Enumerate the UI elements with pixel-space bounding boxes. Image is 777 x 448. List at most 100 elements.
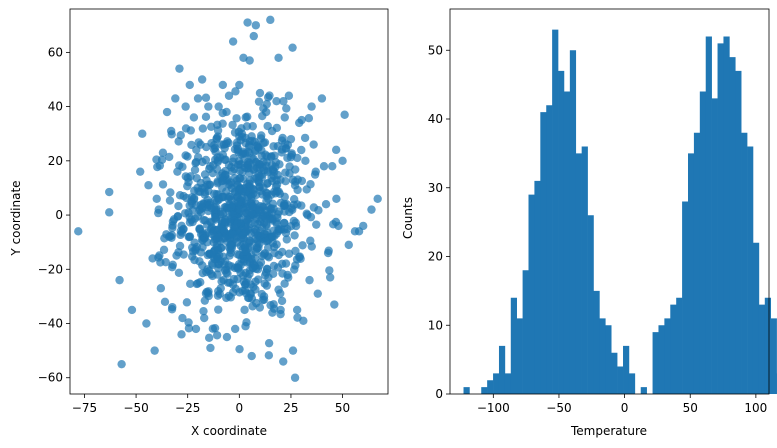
scatter-point: [233, 218, 242, 228]
scatter-point: [184, 318, 193, 327]
scatter-point: [245, 176, 255, 185]
scatter-x-tick-label: −50: [123, 401, 148, 415]
scatter-point: [199, 215, 208, 225]
scatter-point: [214, 233, 224, 242]
scatter-point: [313, 289, 322, 298]
histogram-x-axis-label: Temperature: [570, 424, 647, 438]
histogram-bar: [705, 36, 712, 394]
scatter-point: [262, 221, 271, 231]
histogram-y-ticks: 0 10 20 30 40 50: [428, 43, 450, 401]
histogram-axes-frame: [449, 8, 770, 395]
scatter-point: [218, 150, 228, 159]
scatter-point: [199, 306, 208, 316]
scatter-point: [213, 156, 222, 165]
scatter-point: [330, 300, 339, 309]
scatter-point: [210, 189, 219, 199]
scatter-point: [229, 153, 238, 163]
scatter-point: [325, 266, 334, 275]
scatter-point: [311, 167, 320, 176]
scatter-point: [244, 206, 254, 216]
scatter-point: [269, 300, 278, 309]
scatter-point: [261, 107, 271, 117]
scatter-point: [217, 176, 226, 186]
scatter-point: [367, 205, 376, 214]
scatter-point: [212, 196, 222, 206]
scatter-point: [331, 145, 341, 155]
scatter-point: [291, 165, 300, 174]
scatter-point: [144, 181, 153, 190]
scatter-point: [266, 15, 275, 25]
histogram-x-ticks: −100 −50 0 50 100: [477, 394, 767, 415]
scatter-point: [273, 141, 282, 151]
scatter-point: [205, 162, 215, 171]
scatter-point: [261, 236, 271, 246]
histogram-x-tick-label: 100: [744, 401, 767, 415]
scatter-point: [150, 346, 159, 355]
scatter-point: [232, 114, 241, 123]
scatter-point: [152, 194, 161, 203]
scatter-point: [235, 80, 244, 90]
scatter-point: [272, 176, 281, 185]
scatter-point: [278, 133, 287, 143]
scatter-point: [74, 227, 83, 236]
scatter-point: [244, 142, 254, 151]
scatter-point: [204, 102, 213, 111]
scatter-point: [264, 351, 274, 360]
scatter-point: [264, 338, 274, 348]
scatter-point: [190, 255, 199, 265]
scatter-point: [277, 296, 287, 306]
scatter-point: [175, 64, 184, 73]
histogram-bar: [693, 132, 701, 394]
scatter-point: [105, 208, 114, 217]
scatter-point: [212, 134, 221, 144]
scatter-point: [282, 235, 292, 244]
histogram-x-tick-label: −50: [546, 401, 571, 415]
scatter-point: [300, 133, 310, 143]
scatter-point: [225, 278, 235, 287]
scatter-point: [213, 255, 222, 264]
scatter-point: [235, 288, 244, 297]
histogram-bar: [758, 304, 766, 395]
histogram-bar: [522, 270, 529, 394]
scatter-point: [233, 198, 243, 208]
histogram-bar: [534, 180, 541, 395]
scatter-point: [274, 207, 284, 216]
histogram-bar: [575, 153, 582, 395]
scatter-point: [177, 221, 186, 231]
scatter-point: [187, 140, 196, 150]
scatter-point: [291, 261, 300, 270]
scatter-point: [254, 143, 263, 152]
scatter-point: [241, 113, 250, 122]
scatter-point: [219, 140, 229, 149]
scatter-point: [262, 281, 272, 290]
scatter-point: [218, 108, 227, 118]
scatter-point: [218, 119, 227, 128]
scatter-point: [280, 279, 289, 288]
scatter-point: [255, 88, 265, 98]
scatter-point: [323, 248, 333, 258]
scatter-point: [317, 94, 327, 103]
scatter-point: [328, 162, 337, 171]
scatter-point: [280, 113, 289, 122]
scatter-point: [303, 210, 312, 220]
histogram-bar: [581, 146, 588, 394]
scatter-point: [276, 305, 285, 315]
scatter-point: [270, 248, 279, 258]
scatter-x-tick-label: −25: [175, 401, 200, 415]
scatter-point: [245, 289, 255, 298]
scatter-point: [222, 268, 231, 278]
scatter-point: [240, 163, 250, 172]
scatter-point: [257, 131, 266, 140]
scatter-point: [138, 129, 147, 138]
scatter-point: [237, 124, 246, 133]
scatter-point: [164, 152, 174, 162]
scatter-point: [174, 201, 183, 211]
scatter-point: [241, 322, 250, 331]
scatter-point: [262, 264, 272, 273]
scatter-point: [198, 124, 208, 133]
scatter-point: [338, 156, 347, 166]
scatter-point: [255, 164, 264, 173]
scatter-point: [148, 254, 157, 263]
scatter-point: [264, 273, 273, 282]
scatter-point: [255, 202, 265, 211]
